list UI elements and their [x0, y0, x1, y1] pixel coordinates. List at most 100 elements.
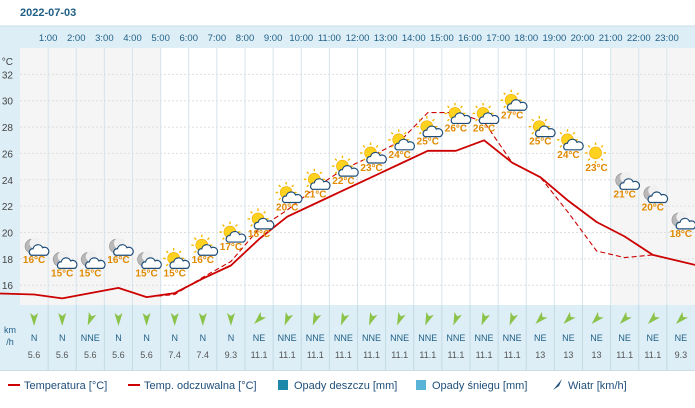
wind-arrow-icon: [312, 311, 322, 326]
wind-speed-label: 9.3: [225, 350, 238, 360]
moon-cloud-icon: [671, 211, 695, 230]
wind-arrow-icon: [226, 313, 235, 326]
sun-cloud-icon: [163, 247, 191, 270]
wind-speed-label: 13: [592, 350, 602, 360]
temperature-label: 27°C: [501, 110, 523, 121]
temperature-label: 21°C: [304, 189, 326, 200]
wind-arrow-icon: [284, 311, 294, 326]
wind-arrow-icon: [58, 313, 67, 326]
temperature-label: 16°C: [23, 255, 45, 266]
temperature-label: 20°C: [642, 203, 664, 214]
temperature-label: 20°C: [276, 203, 298, 214]
y-tick-label: 16: [2, 281, 14, 292]
wind-direction-label: N: [31, 333, 38, 343]
sun-cloud-icon: [388, 129, 416, 151]
wind-direction-label: NE: [253, 333, 266, 343]
moon-cloud-icon: [615, 171, 641, 190]
y-tick-label: 22: [2, 202, 14, 213]
sun-icon: [585, 142, 607, 164]
temperature-line: [0, 139, 695, 300]
wind-direction-label: N: [143, 333, 150, 343]
wind-speed-label: 13: [563, 350, 573, 360]
wind-direction-label: NNE: [81, 333, 100, 343]
wind-speed-label: 5.6: [140, 350, 153, 360]
x-tick-label: 20:00: [571, 33, 595, 44]
sun-cloud-icon: [444, 102, 472, 125]
wind-arrow-icon: [509, 311, 519, 326]
temperature-label: 26°C: [445, 123, 467, 134]
x-tick-label: 13:00: [374, 33, 398, 44]
x-tick-label: 3:00: [95, 33, 114, 44]
y-axis-band: [0, 48, 20, 305]
y-tick-label: 18: [2, 255, 14, 266]
wind-direction-label: NNE: [334, 333, 353, 343]
temperature-label: 24°C: [557, 150, 579, 161]
wind-speed-label: 11.1: [279, 350, 296, 360]
wind-direction-label: N: [171, 333, 178, 343]
temperature-label: 21°C: [614, 189, 636, 200]
temperature-label: 23°C: [585, 163, 607, 174]
wind-arrow-icon: [453, 311, 462, 326]
wind-arrow-icon: [675, 311, 689, 324]
x-tick-label: 19:00: [542, 33, 566, 44]
temperature-label: 22°C: [332, 176, 354, 187]
x-tick-label: 10:00: [289, 33, 313, 44]
sun-cloud-icon: [331, 155, 359, 177]
temperature-label: 15°C: [51, 268, 73, 279]
temperature-label: 18°C: [670, 229, 692, 240]
wind-speed-label: 5.6: [84, 350, 97, 360]
wind-speed-label: 11.1: [251, 350, 268, 360]
x-tick-label: 17:00: [486, 33, 510, 44]
wind-arrow-icon: [170, 313, 179, 326]
temperature-label: 15°C: [164, 268, 186, 279]
wind-speed-label: 5.6: [28, 350, 41, 360]
x-tick-label: 9:00: [264, 33, 283, 44]
x-tick-label: 6:00: [180, 33, 199, 44]
y-tick-label: 20: [2, 229, 14, 240]
moon-cloud-icon: [24, 237, 50, 256]
sun-cloud-icon: [500, 89, 528, 111]
wind-direction-label: NE: [675, 333, 688, 343]
wind-arrow-icon: [397, 311, 406, 326]
wind-arrow-icon: [553, 379, 562, 390]
wind-speed-label: 5.6: [56, 350, 69, 360]
temperature-label: 15°C: [135, 268, 157, 279]
legend-swatch-rain: [278, 380, 288, 390]
legend-label-wind: Wiatr [km/h]: [568, 380, 627, 392]
moon-cloud-icon: [643, 185, 669, 204]
wind-speed-label: 11.1: [644, 350, 661, 360]
legend-label-snow: Opady śniegu [mm]: [432, 380, 527, 392]
temperature-label: 17°C: [220, 242, 242, 253]
wind-speed-label: 11.1: [307, 350, 324, 360]
wind-arrow-icon: [198, 313, 207, 326]
wind-direction-label: N: [59, 333, 66, 343]
wind-speed-label: 11.1: [363, 350, 380, 360]
temperature-label: 25°C: [417, 137, 439, 148]
y-tick-label: 26: [2, 149, 14, 160]
wind-speed-label: 11.1: [448, 350, 465, 360]
wind-arrow-icon: [368, 311, 378, 326]
felt-temperature-line: [0, 112, 695, 299]
wind-speed-label: 5.6: [112, 350, 125, 360]
wind-direction-label: N: [200, 333, 207, 343]
temperature-label: 23°C: [360, 163, 382, 174]
x-tick-label: 21:00: [599, 33, 623, 44]
x-tick-label: 15:00: [430, 33, 454, 44]
wind-unit-label: /h: [6, 337, 14, 347]
moon-cloud-icon: [52, 250, 78, 270]
y-tick-label: 28: [2, 123, 14, 134]
wind-direction-label: NNE: [306, 333, 325, 343]
legend-label-rain: Opady deszczu [mm]: [294, 380, 397, 392]
date-title: 2022-07-03: [20, 7, 76, 19]
legend-label-temp: Temperatura [°C]: [24, 380, 107, 392]
wind-direction-label: NNE: [475, 333, 494, 343]
wind-direction-label: N: [228, 333, 235, 343]
sun-cloud-icon: [556, 129, 584, 151]
temperature-label: 25°C: [529, 137, 551, 148]
y-tick-label: 30: [2, 97, 14, 108]
wind-arrow-icon: [535, 311, 548, 324]
wind-speed-label: 7.4: [168, 350, 181, 360]
x-tick-label: 16:00: [458, 33, 482, 44]
temperature-label: 24°C: [389, 150, 411, 161]
